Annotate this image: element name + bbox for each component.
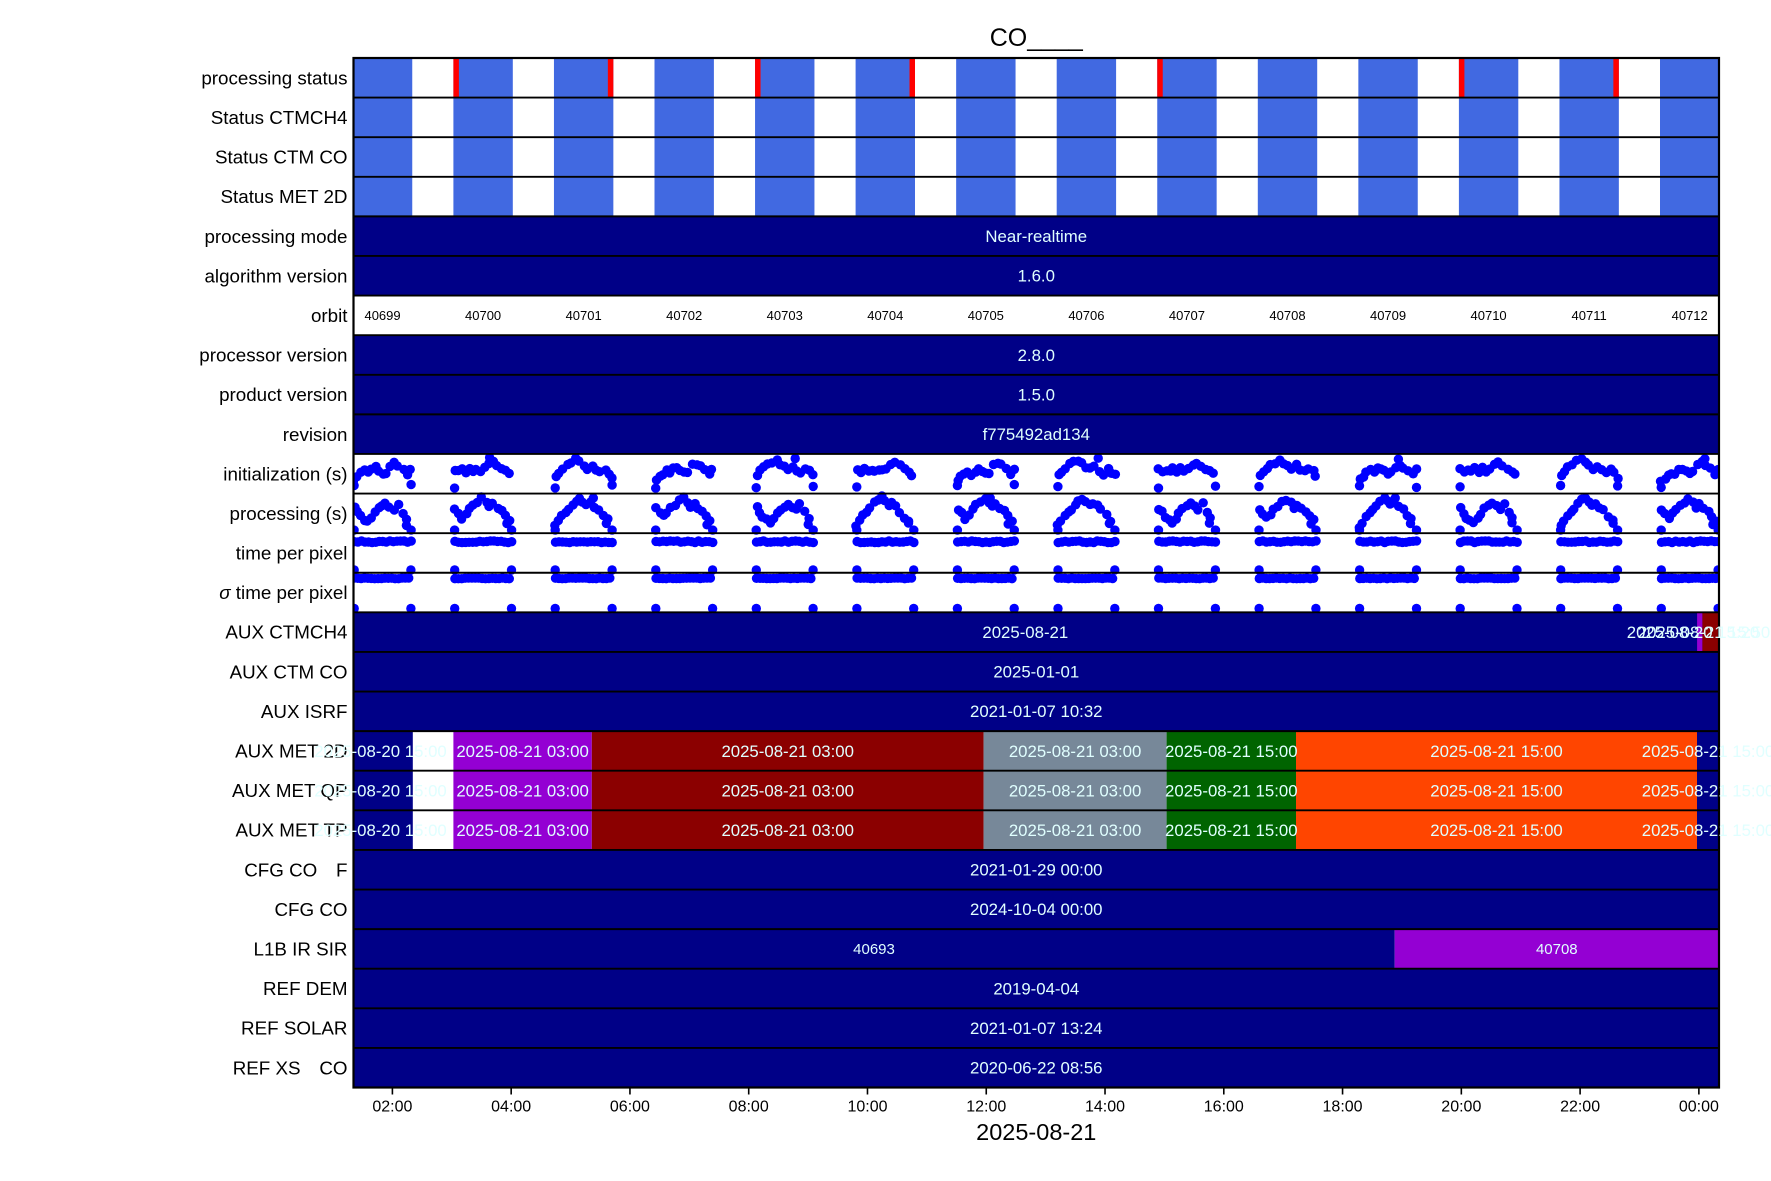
svg-text:40709: 40709 [1370, 308, 1406, 323]
svg-text:CFG CO F: CFG CO F [244, 859, 347, 880]
svg-text:22:00: 22:00 [1560, 1099, 1600, 1116]
svg-text:2025-08-21 03:00: 2025-08-21 03:00 [721, 742, 854, 761]
svg-text:Status CTM CO: Status CTM CO [215, 147, 348, 168]
svg-text:2025-08-21 15:00: 2025-08-21 15:00 [1165, 742, 1298, 761]
svg-text:40700: 40700 [465, 308, 501, 323]
svg-text:CO____: CO____ [990, 24, 1084, 52]
svg-text:2025-08-21 03:00: 2025-08-21 03:00 [1009, 781, 1142, 800]
svg-text:2025-08-21 15:00: 2025-08-21 15:00 [1642, 781, 1771, 800]
svg-text:2025-08-21 15:00: 2025-08-21 15:00 [1165, 781, 1298, 800]
svg-text:2025-08-20 15:00: 2025-08-20 15:00 [314, 821, 447, 840]
svg-text:40708: 40708 [1536, 941, 1578, 958]
svg-text:Status MET 2D: Status MET 2D [221, 186, 348, 207]
svg-text:processing status: processing status [201, 67, 347, 88]
svg-text:2025-08-21 15:00: 2025-08-21 15:00 [1430, 821, 1563, 840]
svg-text:12:00: 12:00 [966, 1099, 1006, 1116]
svg-text:2019-04-04: 2019-04-04 [993, 979, 1079, 998]
svg-text:2025-08-21 15:00: 2025-08-21 15:00 [1642, 821, 1771, 840]
svg-text:σ time per pixel: σ time per pixel [219, 582, 347, 603]
svg-text:04:00: 04:00 [491, 1099, 531, 1116]
svg-text:REF SOLAR: REF SOLAR [241, 1018, 347, 1039]
svg-text:2025-08-21: 2025-08-21 [976, 1119, 1096, 1145]
svg-text:40705: 40705 [968, 308, 1004, 323]
svg-text:AUX ISRF: AUX ISRF [261, 701, 348, 722]
svg-text:2025-08-21 15:00: 2025-08-21 15:00 [1430, 742, 1563, 761]
svg-text:2025-01-01: 2025-01-01 [993, 663, 1079, 682]
svg-text:40704: 40704 [867, 308, 903, 323]
svg-text:f775492ad134: f775492ad134 [983, 425, 1090, 444]
svg-text:18:00: 18:00 [1323, 1099, 1363, 1116]
svg-text:REF DEM: REF DEM [263, 978, 348, 999]
svg-text:40710: 40710 [1471, 308, 1507, 323]
svg-text:1.5.0: 1.5.0 [1018, 385, 1055, 404]
svg-text:2025-08-20 15:20: 2025-08-20 15:20 [1627, 623, 1760, 642]
svg-text:initialization (s): initialization (s) [223, 463, 347, 484]
svg-text:10:00: 10:00 [847, 1099, 887, 1116]
svg-text:2025-08-21 03:00: 2025-08-21 03:00 [456, 821, 589, 840]
svg-text:2.8.0: 2.8.0 [1018, 346, 1055, 365]
svg-text:40701: 40701 [566, 308, 602, 323]
svg-text:AUX MET 2D: AUX MET 2D [235, 741, 347, 762]
svg-text:Near-realtime: Near-realtime [985, 227, 1087, 246]
svg-text:40693: 40693 [853, 941, 895, 958]
svg-text:2021-01-29 00:00: 2021-01-29 00:00 [970, 861, 1103, 880]
svg-text:40711: 40711 [1572, 308, 1607, 323]
svg-text:REF XS CO: REF XS CO [233, 1057, 348, 1078]
svg-text:1.6.0: 1.6.0 [1018, 267, 1055, 286]
svg-text:40702: 40702 [666, 308, 702, 323]
svg-text:06:00: 06:00 [610, 1099, 650, 1116]
svg-text:CFG CO: CFG CO [274, 899, 347, 920]
svg-text:AUX CTM CO: AUX CTM CO [230, 661, 348, 682]
svg-text:Status CTMCH4: Status CTMCH4 [211, 107, 348, 128]
svg-text:40703: 40703 [767, 308, 803, 323]
svg-text:40712: 40712 [1672, 308, 1708, 323]
svg-text:algorithm version: algorithm version [204, 265, 347, 286]
svg-text:2025-08-21 03:00: 2025-08-21 03:00 [1009, 821, 1142, 840]
svg-text:14:00: 14:00 [1085, 1099, 1125, 1116]
svg-text:2025-08-21 03:00: 2025-08-21 03:00 [456, 742, 589, 761]
svg-text:2025-08-21 15:00: 2025-08-21 15:00 [1165, 821, 1298, 840]
svg-text:00:00: 00:00 [1679, 1099, 1719, 1116]
svg-text:2025-08-20 15:00: 2025-08-20 15:00 [314, 742, 447, 761]
svg-text:08:00: 08:00 [729, 1099, 769, 1116]
svg-text:2025-08-21 15:00: 2025-08-21 15:00 [1430, 781, 1563, 800]
svg-text:40708: 40708 [1269, 308, 1305, 323]
svg-text:40699: 40699 [364, 308, 400, 323]
svg-text:2021-01-07 13:24: 2021-01-07 13:24 [970, 1019, 1103, 1038]
svg-text:2025-08-21 03:00: 2025-08-21 03:00 [456, 781, 589, 800]
svg-text:16:00: 16:00 [1204, 1099, 1244, 1116]
svg-text:product version: product version [219, 384, 347, 405]
svg-text:time per pixel: time per pixel [236, 543, 348, 564]
svg-text:40707: 40707 [1169, 308, 1205, 323]
svg-text:20:00: 20:00 [1441, 1099, 1481, 1116]
svg-text:2024-10-04 00:00: 2024-10-04 00:00 [970, 900, 1103, 919]
svg-text:processing (s): processing (s) [230, 503, 348, 524]
svg-text:2025-08-20 15:00: 2025-08-20 15:00 [314, 781, 447, 800]
svg-text:orbit: orbit [311, 305, 348, 326]
svg-text:AUX CTMCH4: AUX CTMCH4 [225, 622, 347, 643]
svg-text:2025-08-21 03:00: 2025-08-21 03:00 [1009, 742, 1142, 761]
svg-text:2025-08-21 03:00: 2025-08-21 03:00 [721, 821, 854, 840]
svg-text:2025-08-21 15:00: 2025-08-21 15:00 [1642, 742, 1771, 761]
svg-text:revision: revision [283, 424, 348, 445]
svg-text:2025-08-21 03:00: 2025-08-21 03:00 [721, 781, 854, 800]
svg-text:2021-01-07 10:32: 2021-01-07 10:32 [970, 702, 1103, 721]
svg-text:AUX MET TP: AUX MET TP [235, 820, 347, 841]
svg-text:40706: 40706 [1068, 308, 1104, 323]
svg-text:processing mode: processing mode [204, 226, 347, 247]
svg-text:02:00: 02:00 [372, 1099, 412, 1116]
svg-text:processor version: processor version [199, 345, 347, 366]
svg-text:2025-08-21 15:50: 2025-08-21 15:50 [1638, 623, 1771, 642]
svg-text:AUX MET QP: AUX MET QP [232, 780, 348, 801]
svg-text:L1B IR SIR: L1B IR SIR [254, 939, 348, 960]
svg-text:2020-06-22 08:56: 2020-06-22 08:56 [970, 1059, 1103, 1078]
svg-text:2025-08-21: 2025-08-21 [982, 623, 1068, 642]
